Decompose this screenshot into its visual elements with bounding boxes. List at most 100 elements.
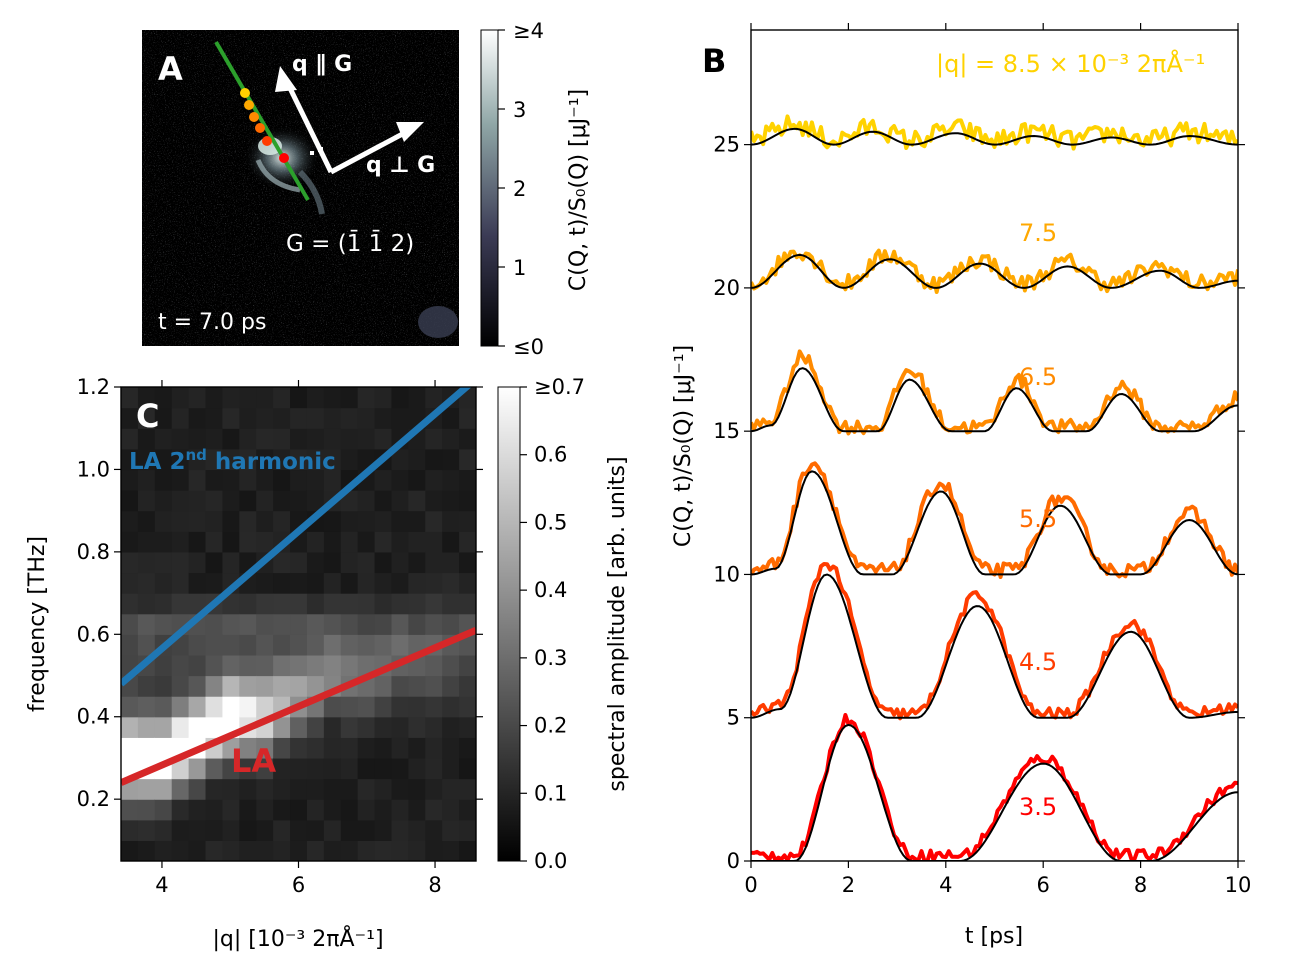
heatmap-cell xyxy=(306,572,325,594)
heatmap-cell xyxy=(222,510,240,532)
heatmap-cell xyxy=(188,490,207,512)
heatmap-cell xyxy=(222,819,240,841)
heatmap-cell xyxy=(374,572,393,594)
heatmap-cell xyxy=(121,531,139,553)
heatmap-cell xyxy=(374,716,393,738)
heatmap-cell xyxy=(408,696,426,718)
heatmap-cell xyxy=(239,778,257,800)
heatmap-cell xyxy=(154,531,173,553)
heatmap-cell xyxy=(323,778,342,800)
heatmap-cell xyxy=(154,407,173,429)
heatmap-cell xyxy=(137,799,156,821)
heatmap-cell xyxy=(374,757,393,780)
heatmap-cell xyxy=(188,696,207,718)
heatmap-cell xyxy=(137,551,156,574)
heatmap-cell xyxy=(391,448,409,471)
heatmap-cell xyxy=(290,819,308,841)
heatmap-cell xyxy=(121,572,139,594)
heatmap-cell xyxy=(306,469,325,491)
heatmap-cell xyxy=(222,593,240,615)
measured-curve-q8.5 xyxy=(751,114,1238,151)
heatmap-cell xyxy=(188,654,207,677)
heatmap-cell xyxy=(256,737,274,759)
heatmap-cell xyxy=(222,407,240,429)
heatmap-cell xyxy=(256,510,274,532)
heatmap-cell xyxy=(340,387,359,409)
heatmap-cell xyxy=(408,716,426,738)
heatmap-cell xyxy=(154,778,173,800)
heatmap-cell xyxy=(391,757,409,780)
heatmap-cell xyxy=(408,799,426,821)
heatmap-cell xyxy=(239,799,257,821)
heatmap-cell xyxy=(239,654,257,677)
q-sample-point xyxy=(279,153,289,163)
heatmap-cell xyxy=(374,613,393,635)
heatmap-cell xyxy=(459,675,476,697)
heatmap-cell xyxy=(205,448,224,471)
heatmap-cell xyxy=(442,531,460,553)
heatmap-cell xyxy=(222,428,240,450)
heatmap-cell xyxy=(290,469,308,491)
heatmap-cell xyxy=(425,799,443,821)
heatmap-cell xyxy=(408,613,426,635)
heatmap-cell xyxy=(306,778,325,800)
q-parallel-line xyxy=(214,40,310,202)
heatmap-cell xyxy=(290,428,308,450)
heatmap-cell xyxy=(323,799,342,821)
heatmap-cell xyxy=(290,716,308,738)
heatmap-cell xyxy=(137,531,156,553)
heatmap-cell xyxy=(408,819,426,841)
heatmap-cell xyxy=(357,634,376,656)
panel-a-colorbar: ≤0 1 2 3 ≥4 C(Q, t)/S₀(Q) [μJ⁻¹] xyxy=(480,19,591,359)
heatmap-cell xyxy=(391,490,409,512)
heatmap-cell xyxy=(154,799,173,821)
heatmap-cell xyxy=(256,654,274,677)
panel-b-letter: B xyxy=(702,42,726,80)
heatmap-cell xyxy=(306,387,325,409)
harmonic-label: LA 2nd harmonic xyxy=(129,446,336,475)
heatmap-cell xyxy=(442,654,460,677)
heatmap-cell xyxy=(222,448,240,471)
heatmap-cell xyxy=(323,407,342,429)
x-tick-label: 6 xyxy=(1037,873,1050,897)
heatmap-cell xyxy=(459,448,476,471)
heatmap-cell xyxy=(171,387,190,409)
heatmap-cell xyxy=(323,428,342,450)
heatmap-cell xyxy=(425,448,443,471)
heatmap-cell xyxy=(239,675,257,697)
heatmap-cell xyxy=(256,696,274,718)
heatmap-cell xyxy=(306,840,325,861)
panel-c-colorbar-ticks: 0.0 0.1 0.2 0.3 0.4 0.5 0.6 ≥0.7 xyxy=(520,375,585,873)
heatmap-cell xyxy=(256,572,274,594)
heatmap-cell xyxy=(137,675,156,697)
heatmap-cell xyxy=(154,469,173,491)
heatmap-cell xyxy=(205,675,224,697)
heatmap-cell xyxy=(273,551,291,574)
heatmap-cell xyxy=(357,737,376,759)
heatmap-cell xyxy=(442,696,460,718)
y-tick-label: 10 xyxy=(713,562,740,586)
heatmap-cell xyxy=(239,840,257,861)
heatmap-cell xyxy=(340,799,359,821)
heatmap-cell xyxy=(256,757,274,780)
heatmap-cell xyxy=(137,737,156,759)
heatmap-cell xyxy=(459,819,476,841)
heatmap-cell xyxy=(188,448,207,471)
heatmap-cell xyxy=(442,757,460,780)
heatmap-cell xyxy=(137,634,156,656)
heatmap-cell xyxy=(171,778,190,800)
heatmap-cell xyxy=(205,778,224,800)
heatmap-cell xyxy=(391,778,409,800)
heatmap-cell xyxy=(459,593,476,615)
heatmap-cell xyxy=(121,448,139,471)
heatmap-cell xyxy=(171,428,190,450)
heatmap-cell xyxy=(205,572,224,594)
q-label-6.5: 6.5 xyxy=(1019,363,1057,391)
heatmap-cell xyxy=(340,840,359,861)
heatmap-cell xyxy=(273,840,291,861)
x-tick-label: 10 xyxy=(1225,873,1252,897)
heatmap-cell xyxy=(154,572,173,594)
colorbar-tick-label: 0.3 xyxy=(534,646,567,670)
heatmap-cell xyxy=(306,737,325,759)
heatmap-cell xyxy=(205,840,224,861)
